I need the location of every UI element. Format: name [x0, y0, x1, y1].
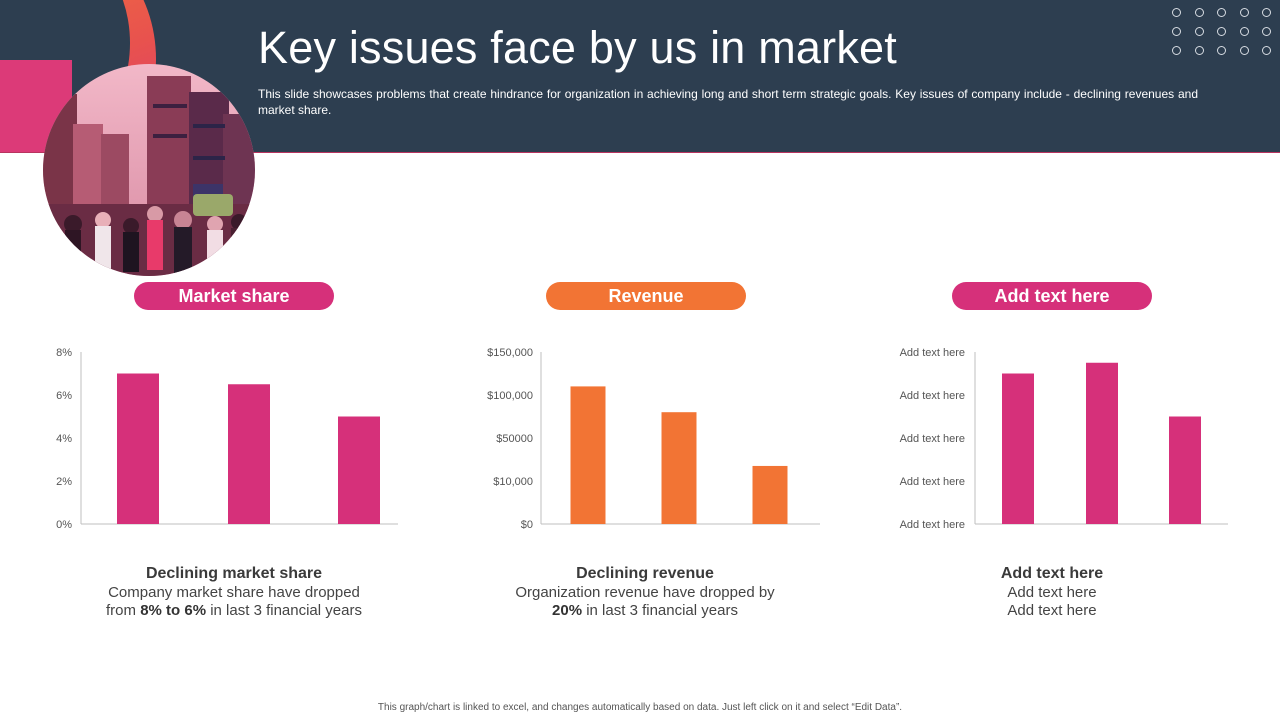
bar	[338, 416, 380, 524]
y-tick-label: $10,000	[493, 476, 533, 488]
caption-text: Add text here	[1007, 602, 1097, 619]
y-tick-label: $50000	[496, 433, 533, 445]
street-crowd-photo	[43, 64, 255, 276]
dot-icon	[1217, 27, 1226, 36]
y-tick-label: 2%	[56, 476, 72, 488]
caption-line: Add text here	[1007, 584, 1097, 601]
y-tick-label: 8%	[56, 347, 72, 359]
caption-line: Add text here	[887, 602, 1217, 620]
y-tick-label: Add text here	[900, 390, 965, 402]
decorative-dot-grid	[1172, 8, 1273, 55]
dot-icon	[1194, 27, 1204, 36]
market-share-caption: Declining market share Company market sh…	[69, 564, 399, 620]
caption-highlight: 8% to 6%	[140, 602, 207, 619]
market-share-chart: 0% 2% 4% 6% 8%	[56, 347, 398, 531]
dot-icon	[1194, 46, 1204, 55]
dot-icon	[1262, 8, 1271, 17]
dot-icon	[1172, 8, 1181, 17]
page-subtitle: This slide showcases problems that creat…	[258, 87, 1198, 117]
custom-caption: Add text here Add text here Add text her…	[887, 564, 1217, 620]
y-tick-label: 6%	[56, 390, 72, 402]
revenue-pill: Revenue	[546, 282, 746, 310]
bar	[117, 373, 159, 524]
caption-title: Add text here	[1000, 565, 1104, 582]
caption-line: Organization revenue have dropped by	[515, 584, 775, 601]
market-share-pill: Market share	[134, 282, 334, 310]
caption-text: in last 3 financial years	[582, 602, 738, 619]
y-tick-label: 4%	[56, 433, 72, 445]
caption-text: in last 3 financial years	[206, 602, 362, 619]
y-tick-label: Add text here	[900, 519, 965, 531]
bar	[752, 465, 788, 524]
caption-title: Declining market share	[145, 565, 323, 582]
caption-line: 20% in last 3 financial years	[480, 602, 810, 620]
y-tick-label: $0	[521, 519, 533, 531]
bar	[1169, 416, 1201, 524]
y-tick-label: Add text here	[900, 433, 965, 445]
dot-icon	[1172, 27, 1181, 36]
dot-icon	[1262, 27, 1271, 36]
dot-icon	[1239, 27, 1249, 36]
dot-icon	[1217, 46, 1226, 55]
page-title: Key issues face by us in market	[258, 22, 897, 73]
caption-line: Company market share have dropped	[108, 584, 360, 601]
bar	[570, 386, 606, 524]
caption-title: Declining revenue	[576, 565, 714, 582]
y-tick-label: $150,000	[487, 347, 533, 359]
caption-highlight: 20%	[552, 602, 583, 619]
bar	[228, 384, 270, 524]
bar	[1002, 373, 1034, 524]
revenue-caption: Declining revenue Organization revenue h…	[480, 564, 810, 620]
y-tick-label: 0%	[56, 519, 72, 531]
custom-chart: Add text here Add text here Add text here A…	[900, 347, 1228, 531]
dot-icon	[1239, 8, 1249, 17]
dot-icon	[1239, 46, 1249, 55]
custom-pill: Add text here	[952, 282, 1152, 310]
dot-icon	[1194, 8, 1204, 17]
bar	[1086, 362, 1118, 524]
y-tick-label: $100,000	[487, 390, 533, 402]
caption-line: from 8% to 6% in last 3 financial years	[69, 602, 399, 620]
revenue-chart: $0 $10,000 $50000 $100,000 $150,000	[487, 347, 820, 531]
y-tick-label: Add text here	[900, 347, 965, 359]
bar	[661, 412, 697, 524]
dot-icon	[1172, 46, 1181, 55]
y-tick-label: Add text here	[900, 476, 965, 488]
caption-text: from	[106, 602, 141, 619]
dot-icon	[1217, 8, 1226, 17]
dot-icon	[1262, 46, 1271, 55]
footer-note: This graph/chart is linked to excel, and…	[377, 702, 903, 713]
